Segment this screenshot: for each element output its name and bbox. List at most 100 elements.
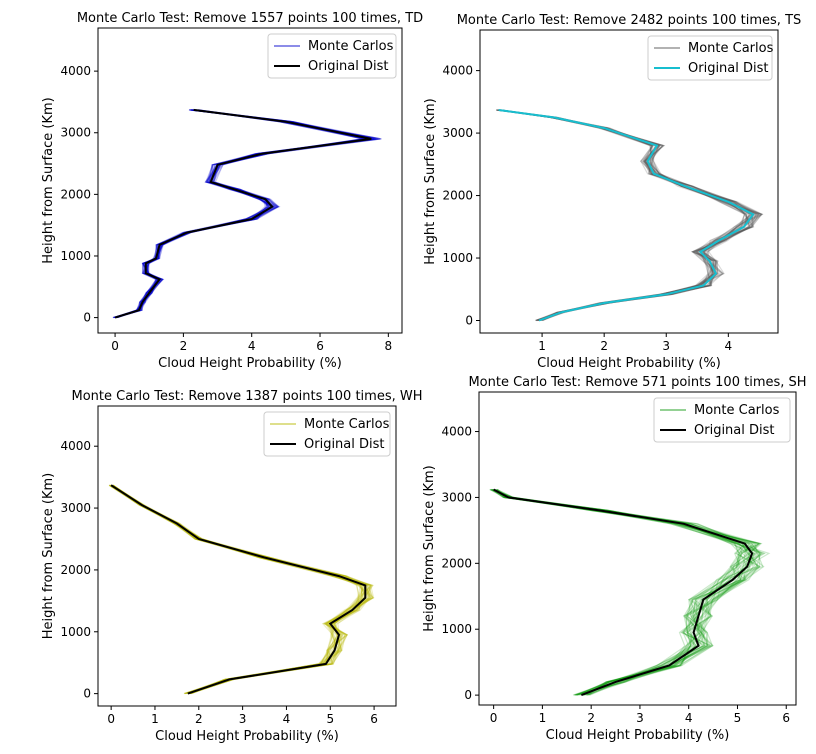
monte-carlo-line	[493, 488, 762, 696]
plot-frame	[97, 27, 403, 334]
y-tick-label: 4000	[60, 439, 91, 453]
monte-carlo-line	[500, 109, 751, 322]
y-tick-label: 1000	[441, 622, 472, 636]
y-tick-label: 3000	[441, 490, 472, 504]
x-tick-label: 0	[490, 711, 498, 725]
x-tick-label: 0	[111, 339, 119, 353]
monte-carlo-line	[491, 489, 747, 696]
monte-carlo-line	[500, 109, 763, 322]
legend-label-monte-carlos: Monte Carlos	[308, 39, 394, 54]
y-axis-label: Height from Surface (Km)	[41, 97, 56, 263]
legend-label-original-dist: Original Dist	[688, 61, 769, 76]
chart-title: Monte Carlo Test: Remove 571 points 100 …	[468, 375, 806, 390]
x-tick-label: 1	[539, 711, 547, 725]
x-tick-label: 3	[239, 712, 247, 726]
monte-carlo-line	[501, 109, 752, 322]
chart-title: Monte Carlo Test: Remove 2482 points 100…	[457, 13, 802, 28]
y-tick-label: 2000	[441, 556, 472, 570]
monte-carlo-line	[112, 484, 373, 695]
monte-carlo-line	[493, 488, 756, 696]
monte-carlo-line	[112, 484, 374, 695]
y-tick-label: 4000	[441, 425, 472, 439]
monte-carlo-line	[108, 484, 365, 695]
y-axis-label: Height from Surface (Km)	[41, 473, 56, 639]
y-tick-label: 1000	[60, 249, 91, 263]
monte-carlo-line	[500, 109, 748, 322]
monte-carlo-line	[500, 109, 757, 322]
monte-carlo-line	[109, 484, 363, 695]
monte-carlo-line	[497, 109, 753, 322]
monte-carlo-line	[493, 488, 761, 696]
monte-carlo-line	[111, 484, 371, 695]
y-tick-label: 3000	[60, 126, 91, 140]
x-axis-label: Cloud Height Probability (%)	[546, 728, 730, 743]
x-tick-label: 4	[685, 711, 693, 725]
plot-frame	[478, 391, 797, 706]
x-tick-label: 2	[195, 712, 203, 726]
legend: Monte Carlos Original Dist	[653, 397, 791, 443]
x-tick-label: 8	[385, 339, 393, 353]
x-axis-label: Cloud Height Probability (%)	[158, 356, 342, 371]
x-tick-label: 3	[662, 339, 670, 353]
monte-carlo-line	[496, 109, 764, 322]
monte-carlo-line	[500, 109, 753, 322]
monte-carlo-line	[498, 109, 758, 322]
x-tick-label: 5	[734, 711, 742, 725]
monte-carlo-line	[499, 109, 751, 322]
x-tick-label: 2	[180, 339, 188, 353]
monte-carlo-line	[500, 109, 760, 322]
legend-label-original-dist: Original Dist	[308, 59, 389, 74]
monte-carlo-line	[501, 109, 755, 322]
monte-carlo-line	[495, 109, 750, 322]
y-tick-label: 3000	[442, 126, 473, 140]
y-tick-label: 2000	[442, 189, 473, 203]
legend-label-original-dist: Original Dist	[694, 423, 775, 438]
legend-box	[653, 397, 791, 443]
legend-label-monte-carlos: Monte Carlos	[304, 417, 390, 432]
monte-carlo-line	[111, 484, 373, 695]
monte-carlo-line	[490, 488, 755, 696]
monte-carlo-line	[499, 109, 761, 322]
legend: Monte Carlos Original Dist	[263, 411, 391, 457]
y-tick-label: 1000	[60, 625, 91, 639]
x-tick-label: 5	[326, 712, 334, 726]
monte-carlo-line	[500, 109, 754, 322]
y-tick-label: 4000	[60, 64, 91, 78]
monte-carlo-line	[493, 488, 747, 696]
monte-carlo-line	[496, 109, 752, 322]
x-tick-label: 4	[248, 339, 256, 353]
chart-panel-4: Monte Carlo Test: Remove 571 points 100 …	[422, 375, 807, 743]
monte-carlo-line	[110, 484, 374, 695]
monte-carlo-line	[499, 109, 759, 322]
monte-carlo-line	[495, 489, 762, 696]
chart-panel-3: Monte Carlo Test: Remove 1387 points 100…	[41, 389, 422, 744]
monte-carlo-line	[497, 109, 754, 322]
y-tick-label: 2000	[60, 187, 91, 201]
legend-label-monte-carlos: Monte Carlos	[694, 403, 780, 418]
chart-panel-2: Monte Carlo Test: Remove 2482 points 100…	[423, 13, 801, 371]
legend-label-monte-carlos: Monte Carlos	[688, 41, 774, 56]
x-tick-label: 4	[725, 339, 733, 353]
monte-carlo-line	[499, 109, 764, 322]
monte-carlo-line	[499, 109, 754, 322]
monte-carlo-line	[498, 109, 760, 322]
x-tick-label: 6	[782, 711, 790, 725]
monte-carlo-line	[500, 109, 753, 322]
y-tick-label: 0	[83, 311, 91, 325]
original-dist-line	[493, 488, 754, 697]
x-tick-label: 0	[107, 712, 115, 726]
x-tick-label: 1	[151, 712, 159, 726]
legend: Monte Carlos Original Dist	[267, 33, 397, 79]
x-tick-label: 2	[600, 339, 608, 353]
monte-carlo-line	[497, 109, 753, 322]
y-axis-label: Height from Surface (Km)	[423, 98, 438, 264]
y-tick-label: 4000	[442, 64, 473, 78]
monte-carlo-line	[498, 109, 748, 322]
y-axis-label: Height from Surface (Km)	[422, 465, 437, 631]
original-dist-line	[110, 484, 367, 695]
monte-carlo-line	[500, 109, 746, 322]
y-tick-label: 1000	[442, 251, 473, 265]
monte-carlo-line	[496, 109, 751, 322]
y-tick-label: 0	[465, 314, 473, 328]
